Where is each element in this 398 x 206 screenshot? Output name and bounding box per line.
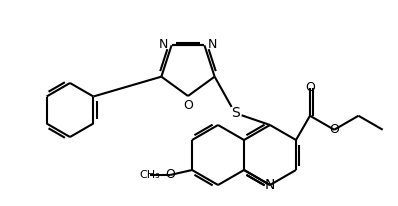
Text: N: N xyxy=(159,38,168,51)
Text: O: O xyxy=(165,169,175,181)
Text: N: N xyxy=(207,38,217,51)
Text: S: S xyxy=(230,106,239,120)
Text: O: O xyxy=(183,99,193,112)
Text: O: O xyxy=(329,123,339,136)
Text: N: N xyxy=(265,178,275,192)
Text: CH₃: CH₃ xyxy=(140,170,160,180)
Text: O: O xyxy=(305,81,315,94)
